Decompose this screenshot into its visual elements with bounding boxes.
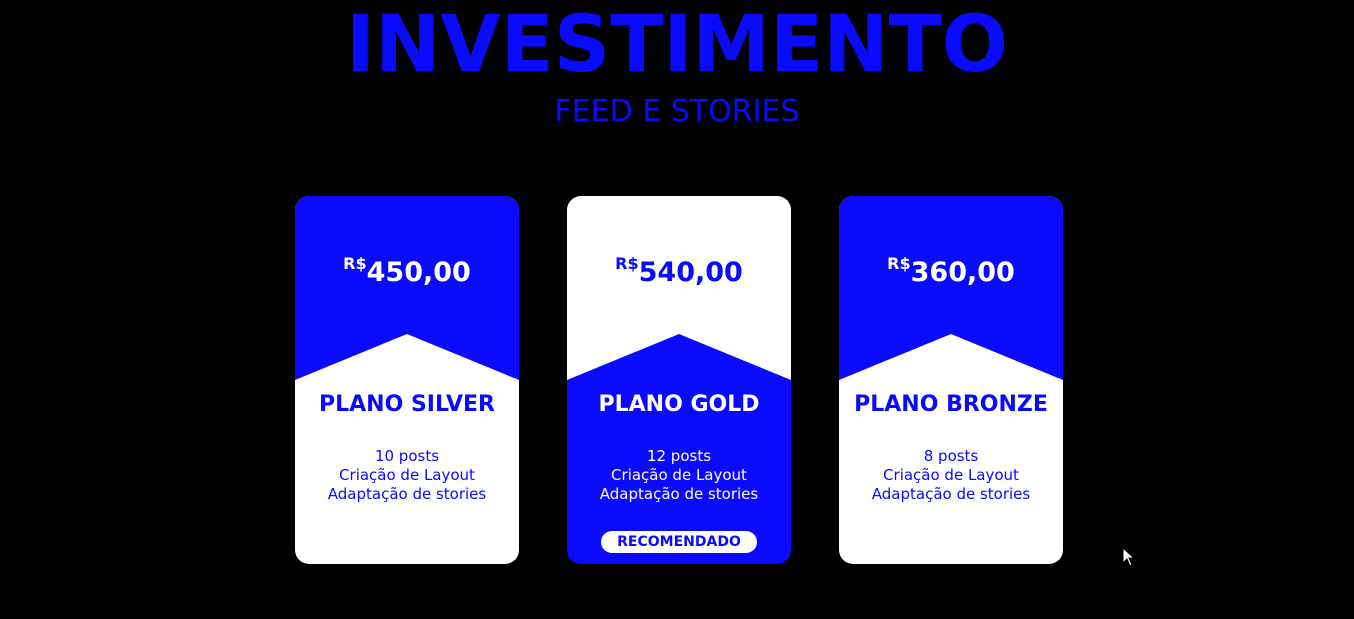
feature-item: Adaptação de stories	[327, 485, 487, 503]
currency-symbol: R$	[887, 254, 911, 273]
plan-name: PLANO SILVER	[319, 392, 495, 417]
recommended-badge: RECOMENDADO	[601, 531, 757, 553]
page-title: INVESTIMENTO	[345, 0, 1009, 90]
feature-list: 8 posts Criação de Layout Adaptação de s…	[839, 447, 1063, 504]
plan-price: R$540,00	[567, 254, 791, 288]
price-amount: 540,00	[638, 257, 743, 288]
feature-item: Criação de Layout	[883, 466, 1019, 484]
feature-list: 10 posts Criação de Layout Adaptação de …	[295, 447, 519, 504]
page-subtitle: FEED E STORIES	[554, 94, 800, 129]
feature-item: Adaptação de stories	[871, 485, 1031, 503]
plan-price: R$360,00	[839, 254, 1063, 288]
card-background	[839, 196, 1063, 564]
plan-card-silver[interactable]: R$450,00 PLANO SILVER 10 posts Criação d…	[295, 196, 519, 564]
currency-symbol: R$	[343, 254, 367, 273]
card-background	[295, 196, 519, 564]
plan-card-bronze[interactable]: R$360,00 PLANO BRONZE 8 posts Criação de…	[839, 196, 1063, 564]
price-amount: 450,00	[366, 257, 471, 288]
feature-list: 12 posts Criação de Layout Adaptação de …	[567, 447, 791, 504]
feature-item: 10 posts	[374, 447, 440, 465]
feature-item: Criação de Layout	[611, 466, 747, 484]
plan-card-gold[interactable]: R$540,00 PLANO GOLD 12 posts Criação de …	[567, 196, 791, 564]
price-amount: 360,00	[910, 257, 1015, 288]
plan-name: PLANO GOLD	[598, 392, 760, 417]
feature-item: Criação de Layout	[339, 466, 475, 484]
card-background	[567, 196, 791, 564]
currency-symbol: R$	[615, 254, 639, 273]
plan-name: PLANO BRONZE	[854, 392, 1048, 417]
feature-item: Adaptação de stories	[599, 485, 759, 503]
plan-price: R$450,00	[295, 254, 519, 288]
feature-item: 12 posts	[646, 447, 712, 465]
feature-item: 8 posts	[923, 447, 979, 465]
mouse-pointer-icon	[1122, 547, 1136, 567]
